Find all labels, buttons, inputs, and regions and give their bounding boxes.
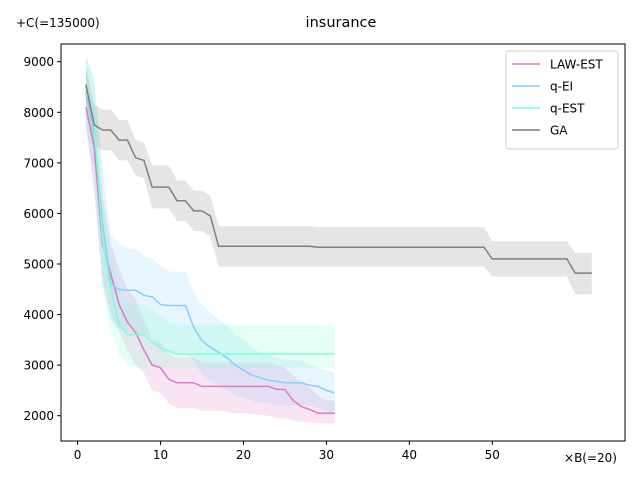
axes-frame: [60, 43, 626, 442]
series-line-q-ei: [85, 91, 335, 394]
legend-box: [505, 50, 619, 150]
x-tick-label: 30: [319, 448, 334, 462]
series-line-ga: [85, 84, 592, 274]
legend-label-law-est: LAW-EST: [550, 58, 603, 72]
x-tick-label: 40: [402, 448, 417, 462]
y-tick-label: 5000: [23, 257, 54, 271]
y-tick-label: 2000: [23, 409, 54, 423]
legend-label-ga: GA: [550, 124, 568, 138]
y-tick-label: 7000: [23, 156, 54, 170]
chart-title: insurance: [306, 15, 377, 31]
y-offset-label: +C(=135000): [16, 16, 100, 30]
x-tick-label: 20: [236, 448, 251, 462]
x-tick-label: 10: [153, 448, 168, 462]
x-tick-label: 0: [74, 448, 82, 462]
legend: LAW-EST q-EI q-EST GA: [505, 50, 619, 150]
y-tick-label: 6000: [23, 207, 54, 221]
y-tick-label: 8000: [23, 106, 54, 120]
y-tick-label: 3000: [23, 359, 54, 373]
x-tick-label: 50: [485, 448, 500, 462]
y-tick-label: 9000: [23, 55, 54, 69]
series-line-q-est: [85, 86, 335, 355]
band-ga: [85, 66, 592, 295]
axes: 0 10 20 30 40 50 2000 3000 4000 5000 6000 7000 8000 9…: [23, 43, 626, 462]
band-q-est: [85, 54, 335, 368]
legend-label-q-ei: q-EI: [550, 80, 573, 94]
series-lines: [85, 84, 592, 414]
series-line-law-est: [85, 107, 335, 414]
y-tick-label: 4000: [23, 308, 54, 322]
x-offset-label: ×B(=20): [564, 451, 617, 465]
band-q-ei: [85, 56, 335, 414]
legend-label-q-est: q-EST: [550, 102, 585, 116]
